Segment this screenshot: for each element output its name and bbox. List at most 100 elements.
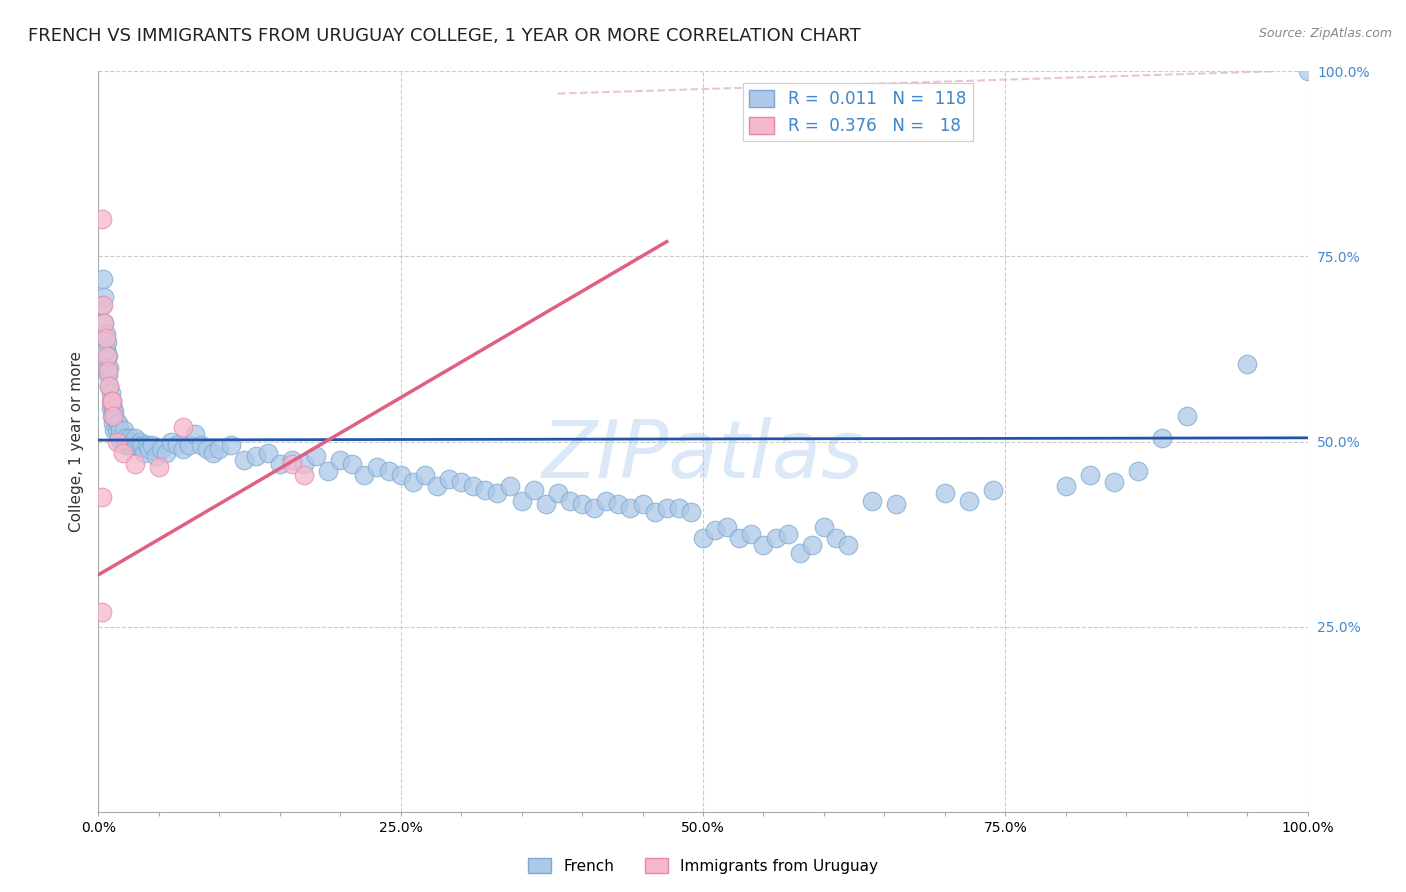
Point <box>96 350 118 364</box>
Point <box>91 605 114 619</box>
Point <box>486 486 509 500</box>
Point <box>860 493 883 508</box>
Point <box>728 531 751 545</box>
Legend: French, Immigrants from Uruguay: French, Immigrants from Uruguay <box>522 852 884 880</box>
Point <box>232 453 254 467</box>
Point <box>619 501 641 516</box>
Point <box>97 350 120 364</box>
Point <box>292 457 315 471</box>
Point <box>583 501 606 516</box>
Point <box>121 434 143 449</box>
Point <box>377 464 399 478</box>
Point <box>97 368 120 382</box>
Point <box>91 297 114 311</box>
Point <box>128 434 150 449</box>
Point <box>172 419 194 434</box>
Point <box>208 442 231 456</box>
Point <box>692 531 714 545</box>
Point <box>426 479 449 493</box>
Point <box>752 538 775 552</box>
Point <box>450 475 472 490</box>
Point <box>800 538 823 552</box>
Point <box>138 442 160 456</box>
Point <box>127 438 149 452</box>
Point <box>114 438 136 452</box>
Point <box>100 401 122 416</box>
Point <box>107 416 129 430</box>
Point <box>100 393 122 408</box>
Point <box>813 519 835 533</box>
Point <box>607 498 630 512</box>
Point <box>776 527 799 541</box>
Point <box>765 531 787 545</box>
Point <box>1236 357 1258 371</box>
Point <box>329 453 352 467</box>
Point <box>498 479 520 493</box>
Point <box>98 379 121 393</box>
Y-axis label: College, 1 year or more: College, 1 year or more <box>69 351 84 532</box>
Point <box>571 498 593 512</box>
Point <box>148 460 170 475</box>
Point <box>981 483 1004 497</box>
Point <box>1152 431 1174 445</box>
Point <box>789 546 811 560</box>
Point <box>98 360 121 375</box>
Text: ZIPatlas: ZIPatlas <box>541 417 865 495</box>
Text: FRENCH VS IMMIGRANTS FROM URUGUAY COLLEGE, 1 YEAR OR MORE CORRELATION CHART: FRENCH VS IMMIGRANTS FROM URUGUAY COLLEG… <box>28 27 860 45</box>
Point <box>547 486 569 500</box>
Point <box>100 386 122 401</box>
Point <box>957 493 980 508</box>
Point <box>523 483 546 497</box>
Point <box>934 486 956 500</box>
Point <box>353 467 375 482</box>
Point <box>118 431 141 445</box>
Point <box>120 438 142 452</box>
Point <box>93 290 115 304</box>
Point <box>105 434 128 449</box>
Point <box>91 212 114 227</box>
Point <box>124 457 146 471</box>
Point <box>104 412 127 426</box>
Point <box>135 438 157 452</box>
Point <box>595 493 617 508</box>
Point <box>93 316 115 330</box>
Point <box>108 431 131 445</box>
Point <box>631 498 654 512</box>
Point <box>668 501 690 516</box>
Point <box>202 445 225 459</box>
Point <box>886 498 908 512</box>
Point <box>655 501 678 516</box>
Point <box>103 424 125 438</box>
Point <box>150 442 173 456</box>
Point <box>1102 475 1125 490</box>
Point <box>118 438 141 452</box>
Point <box>100 393 122 408</box>
Point <box>131 438 153 452</box>
Point <box>1296 64 1319 78</box>
Point <box>269 457 291 471</box>
Point <box>101 401 124 416</box>
Point <box>115 431 138 445</box>
Point <box>134 445 156 459</box>
Point <box>108 424 131 438</box>
Point <box>101 416 124 430</box>
Point <box>292 467 315 482</box>
Point <box>366 460 388 475</box>
Point <box>679 505 702 519</box>
Point <box>155 445 177 459</box>
Point <box>117 434 139 449</box>
Point <box>342 457 364 471</box>
Point <box>94 331 117 345</box>
Point <box>389 467 412 482</box>
Point <box>172 442 194 456</box>
Point <box>740 527 762 541</box>
Point <box>644 505 666 519</box>
Point <box>413 467 436 482</box>
Point <box>305 450 328 464</box>
Point <box>105 424 128 438</box>
Point <box>96 334 118 349</box>
Point <box>91 490 114 504</box>
Point <box>190 438 212 452</box>
Point <box>837 538 859 552</box>
Point <box>474 483 496 497</box>
